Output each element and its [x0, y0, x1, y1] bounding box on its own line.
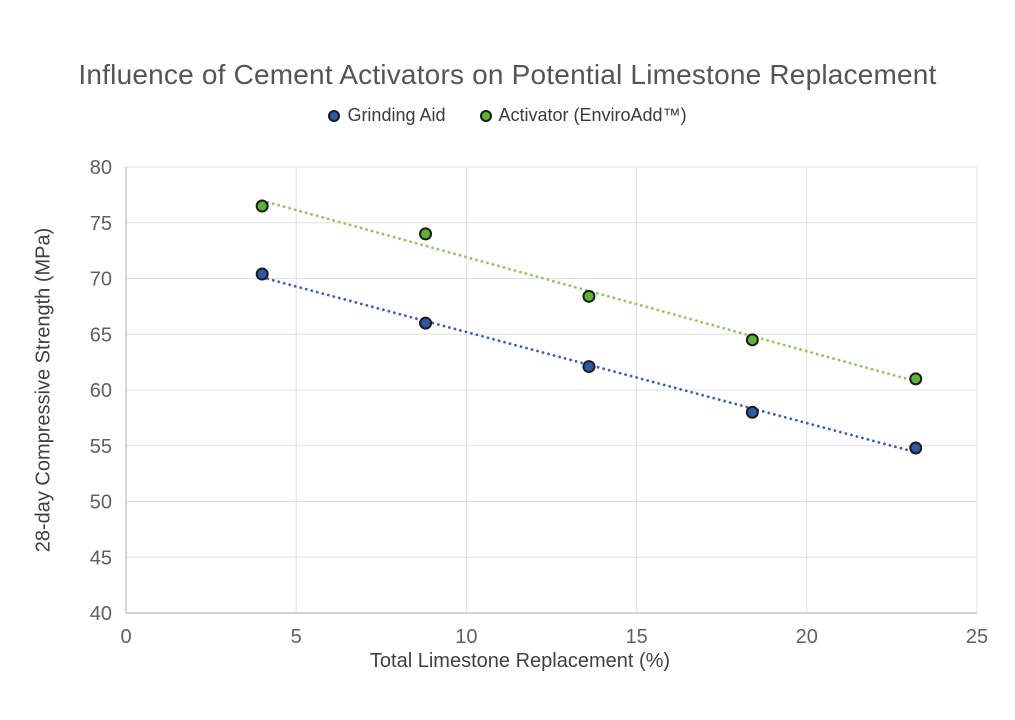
legend-label: Activator (EnviroAdd™): [498, 105, 687, 125]
chart-title: Influence of Cement Activators on Potent…: [78, 59, 937, 90]
trendline-0: [260, 275, 918, 454]
legend-item-activator[interactable]: Activator (EnviroAdd™): [479, 105, 687, 126]
x-tick-label: 15: [625, 626, 647, 648]
legend-item-grinding-aid[interactable]: Grinding Aid: [328, 105, 446, 126]
y-tick-label: 45: [90, 547, 112, 569]
y-tick-label: 40: [90, 603, 112, 625]
x-tick-label: 20: [796, 626, 818, 648]
data-point-series0-3[interactable]: [745, 405, 759, 419]
data-point-series1-2[interactable]: [582, 289, 596, 303]
data-point-series1-3[interactable]: [745, 333, 759, 347]
data-point-series0-1[interactable]: [419, 316, 433, 330]
data-point-series1-0[interactable]: [255, 199, 269, 213]
x-tick-label: 10: [455, 626, 477, 648]
x-tick-label: 5: [291, 626, 302, 648]
x-tick-label: 0: [120, 626, 131, 648]
legend-marker-circle-icon: [328, 109, 341, 122]
trendline-1: [260, 199, 918, 383]
y-tick-label: 65: [90, 324, 112, 346]
y-tick-label: 55: [90, 436, 112, 458]
y-tick-label: 75: [90, 213, 112, 235]
x-tick-label: 25: [966, 626, 988, 648]
data-point-series0-2[interactable]: [582, 360, 596, 374]
y-tick-label: 50: [90, 492, 112, 514]
legend-marker-circle-icon: [479, 109, 492, 122]
data-point-series0-0[interactable]: [255, 267, 269, 281]
legend-label: Grinding Aid: [347, 105, 446, 125]
data-point-series1-1[interactable]: [419, 227, 433, 241]
chart-legend: Grinding Aid Activator (EnviroAdd™): [0, 105, 1015, 126]
x-axis-title: Total Limestone Replacement (%): [369, 650, 671, 672]
data-point-series0-4[interactable]: [909, 441, 923, 455]
y-tick-label: 80: [90, 157, 112, 179]
y-tick-label: 70: [90, 269, 112, 291]
y-tick-label: 60: [90, 380, 112, 402]
data-point-series1-4[interactable]: [909, 372, 923, 386]
